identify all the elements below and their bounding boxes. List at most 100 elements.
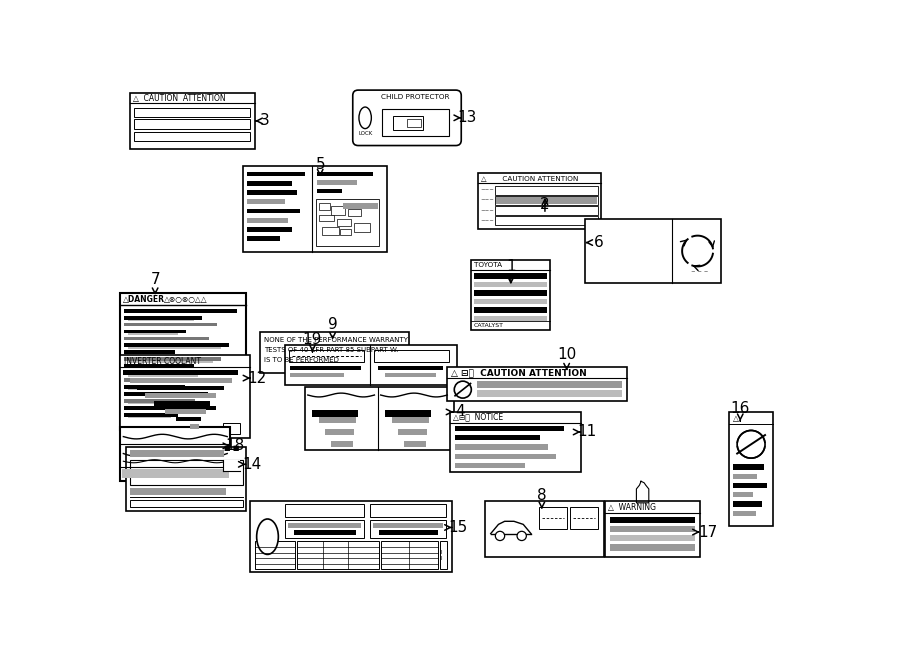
Bar — [243, 165, 387, 252]
Text: 18: 18 — [225, 438, 245, 453]
Bar — [128, 416, 171, 418]
Bar — [155, 401, 211, 406]
Bar — [348, 209, 361, 216]
Bar — [473, 290, 546, 295]
Bar — [128, 389, 176, 391]
Bar — [121, 293, 246, 430]
Bar — [248, 181, 292, 186]
Bar — [130, 461, 243, 485]
Bar — [370, 520, 446, 538]
Bar — [393, 116, 422, 130]
Bar — [319, 202, 329, 210]
Text: 1: 1 — [506, 259, 516, 274]
Bar — [338, 219, 351, 225]
Bar — [222, 423, 239, 434]
Bar — [319, 215, 334, 221]
Bar — [473, 316, 546, 321]
Bar — [316, 200, 379, 246]
Bar — [471, 260, 550, 330]
Bar — [484, 501, 604, 557]
Bar — [495, 206, 598, 215]
Bar — [733, 464, 763, 470]
Bar — [733, 483, 767, 488]
Bar — [539, 508, 567, 529]
Bar — [477, 381, 623, 388]
Bar — [124, 399, 195, 403]
Bar — [248, 209, 300, 214]
Bar — [124, 316, 202, 319]
Bar — [385, 373, 436, 377]
Bar — [124, 406, 216, 410]
Text: ~~~: ~~~ — [481, 208, 494, 213]
Text: △  WARNING: △ WARNING — [608, 502, 656, 512]
Bar — [130, 450, 224, 457]
Bar — [124, 378, 213, 382]
Ellipse shape — [359, 107, 372, 129]
Bar — [392, 416, 428, 423]
Bar — [284, 345, 456, 385]
Bar — [379, 529, 438, 535]
Text: △: △ — [733, 414, 738, 422]
Bar — [378, 366, 444, 370]
Bar — [124, 371, 205, 375]
Bar — [382, 108, 449, 136]
Text: INVERTER COOLANT: INVERTER COOLANT — [124, 357, 201, 366]
Bar — [297, 541, 379, 569]
Bar — [124, 336, 210, 340]
Bar — [384, 410, 431, 416]
Text: 14: 14 — [242, 457, 262, 472]
Text: 2: 2 — [540, 198, 550, 212]
Text: I
I: I I — [440, 550, 442, 561]
Bar — [495, 216, 598, 225]
Text: IS TO BE PERFORMED: IS TO BE PERFORMED — [264, 356, 338, 363]
Text: 15: 15 — [448, 520, 468, 535]
Text: △DANGER: △DANGER — [123, 295, 166, 303]
Bar — [317, 180, 357, 185]
Bar — [134, 132, 250, 141]
Text: 13: 13 — [458, 110, 477, 126]
Bar — [495, 186, 598, 195]
Bar — [126, 447, 246, 510]
Bar — [288, 523, 361, 528]
Bar — [344, 202, 378, 209]
Text: 16: 16 — [731, 401, 750, 416]
Bar — [322, 227, 338, 235]
Bar — [134, 120, 250, 129]
Bar — [610, 535, 696, 541]
Bar — [305, 387, 454, 450]
Bar — [293, 529, 356, 535]
Text: △⊗○⊗○△△: △⊗○⊗○△△ — [164, 295, 207, 303]
Text: 3: 3 — [260, 114, 270, 128]
Bar — [248, 190, 297, 195]
FancyBboxPatch shape — [353, 90, 461, 145]
Bar — [473, 299, 546, 304]
Bar — [124, 412, 178, 416]
Bar — [255, 541, 295, 569]
Bar — [585, 219, 721, 283]
Bar — [222, 461, 239, 471]
Circle shape — [518, 531, 526, 541]
Text: 17: 17 — [698, 525, 717, 539]
Text: 8: 8 — [537, 488, 546, 502]
Bar — [124, 344, 229, 347]
Bar — [121, 428, 230, 481]
Bar — [248, 200, 284, 204]
Bar — [374, 350, 449, 362]
Bar — [248, 218, 288, 223]
Bar — [128, 333, 178, 335]
Bar — [733, 501, 762, 507]
Text: 6: 6 — [594, 235, 604, 250]
Bar — [250, 501, 452, 572]
Text: LOCK: LOCK — [359, 131, 374, 136]
Bar — [128, 403, 188, 405]
Bar — [124, 330, 186, 333]
Bar — [290, 366, 361, 370]
Circle shape — [454, 381, 472, 398]
Bar — [455, 444, 548, 449]
Bar — [455, 463, 525, 468]
Bar — [325, 429, 355, 435]
Bar — [124, 309, 237, 313]
Bar — [455, 453, 556, 459]
Bar — [606, 501, 700, 557]
Bar — [130, 488, 226, 495]
